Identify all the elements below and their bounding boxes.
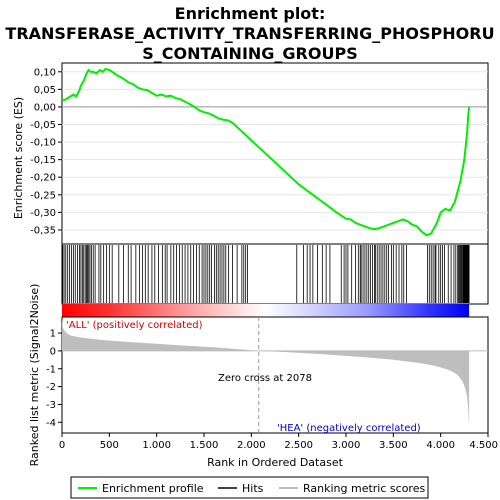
x-tick-label: 1.500 bbox=[190, 440, 219, 451]
es-ytick-label: -0,30 bbox=[30, 208, 56, 219]
metric-ytick-label: 0 bbox=[50, 346, 56, 357]
hits-panel-frame bbox=[61, 243, 489, 305]
es-ytick-label: -0,35 bbox=[30, 225, 56, 236]
enrichment-profile-line bbox=[62, 67, 471, 237]
legend-label-metric: Ranking metric scores bbox=[303, 482, 425, 495]
zero-cross-label: Zero cross at 2078 bbox=[218, 373, 312, 384]
hits-ticks bbox=[62, 245, 470, 303]
positive-correlation-label: 'ALL' (positively correlated) bbox=[66, 320, 203, 331]
x-tick-label: 3.000 bbox=[332, 440, 361, 451]
metric-ytick-label: 1 bbox=[50, 329, 56, 340]
x-tick-label: 2.000 bbox=[237, 440, 266, 451]
negative-correlation-label: 'HEA' (negatively correlated) bbox=[277, 423, 421, 434]
metric-y-axis: 1 0 -1 -2 -3 -4 bbox=[46, 329, 62, 429]
chart-title-line2: TRANSFERASE_ACTIVITY_TRANSFERRING_PHOSPH… bbox=[5, 24, 494, 43]
chart-title-line1: Enrichment plot: bbox=[175, 4, 326, 23]
x-tick-label: 500 bbox=[100, 440, 119, 451]
x-tick-label: 2.500 bbox=[284, 440, 313, 451]
metric-panel-frame bbox=[61, 316, 489, 434]
ranking-metric-area bbox=[62, 318, 470, 428]
metric-ytick-label: -4 bbox=[46, 418, 56, 429]
x-axis-label: Rank in Ordered Dataset bbox=[207, 456, 344, 469]
metric-ytick-label: -3 bbox=[46, 400, 56, 411]
x-tick-label: 4.000 bbox=[426, 440, 455, 451]
es-panel-frame bbox=[61, 62, 489, 245]
legend-box bbox=[70, 476, 429, 499]
chart-title-line3: S_CONTAINING_GROUPS bbox=[142, 44, 357, 63]
metric-ylabel: Ranked list metric (Signal2Noise) bbox=[28, 284, 41, 467]
es-ytick-label: -0,05 bbox=[30, 120, 56, 131]
x-tick-label: 0 bbox=[59, 440, 65, 451]
metric-ytick-label: -1 bbox=[46, 364, 56, 375]
legend-label-hits: Hits bbox=[242, 482, 264, 495]
x-axis: 0 500 1.000 1.500 2.000 2.500 3.000 3.500 4.000 4… bbox=[59, 433, 498, 451]
es-y-axis: 0,10 0,05 0,00 -0,05 -0,10 -0,15 -0,20 -0,25 -0,… bbox=[30, 67, 62, 236]
legend-label-profile: Enrichment profile bbox=[102, 482, 204, 495]
x-tick-label: 1.000 bbox=[142, 440, 171, 451]
es-ytick-label: -0,25 bbox=[30, 190, 56, 201]
es-ytick-label: -0,20 bbox=[30, 173, 56, 184]
metric-ytick-label: -2 bbox=[46, 382, 56, 393]
es-ytick-label: -0,10 bbox=[30, 138, 56, 149]
es-ytick-label: -0,15 bbox=[30, 155, 56, 166]
x-tick-label: 3.500 bbox=[379, 440, 408, 451]
x-tick-label: 4.500 bbox=[469, 440, 498, 451]
es-ytick-label: 0,05 bbox=[34, 85, 56, 96]
es-ytick-label: 0,00 bbox=[34, 102, 56, 113]
es-ylabel: Enrichment score (ES) bbox=[12, 97, 25, 219]
ranking-color-bar bbox=[62, 304, 470, 317]
es-ytick-label: 0,10 bbox=[34, 67, 56, 78]
